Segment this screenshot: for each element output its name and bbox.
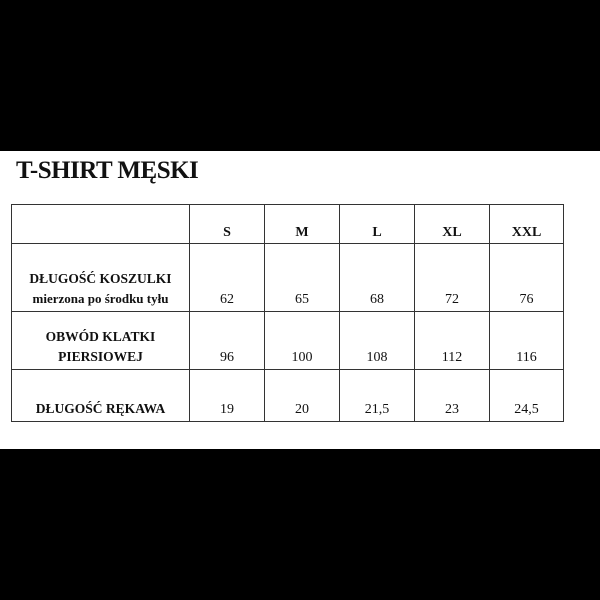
cell: 72 xyxy=(414,243,490,312)
cell: 65 xyxy=(264,243,340,312)
cell: 19 xyxy=(189,369,265,422)
row-label-line1: DŁUGOŚĆ RĘKAWA xyxy=(35,401,166,416)
header-size-xxl: XXL xyxy=(489,204,564,244)
cell: 23 xyxy=(414,369,490,422)
table-row: DŁUGOŚĆ KOSZULKI mierzona po środku tyłu … xyxy=(11,243,564,312)
row-label: OBWÓD KLATKI PIERSIOWEJ xyxy=(11,311,190,370)
header-size-m: M xyxy=(264,204,340,244)
table-row: OBWÓD KLATKI PIERSIOWEJ 96 100 108 112 11… xyxy=(11,311,564,370)
cell: 100 xyxy=(264,311,340,370)
row-label: DŁUGOŚĆ RĘKAWA xyxy=(11,369,190,422)
table-row: DŁUGOŚĆ RĘKAWA 19 20 21,5 23 24,5 xyxy=(11,369,564,422)
page-title: T-SHIRT MĘSKI xyxy=(16,157,199,184)
cell: 108 xyxy=(339,311,415,370)
size-table: S M L XL XXL DŁUGOŚĆ KOSZULKI mierzona po… xyxy=(11,204,564,422)
cell: 21,5 xyxy=(339,369,415,422)
header-size-s: S xyxy=(189,204,265,244)
cell: 112 xyxy=(414,311,490,370)
row-label-line1: DŁUGOŚĆ KOSZULKI xyxy=(29,271,172,286)
table-header-row: S M L XL XXL xyxy=(11,204,564,244)
row-label: DŁUGOŚĆ KOSZULKI mierzona po środku tyłu xyxy=(11,243,190,312)
cell: 62 xyxy=(189,243,265,312)
header-size-xl: XL xyxy=(414,204,490,244)
row-label-line2: PIERSIOWEJ xyxy=(58,349,143,364)
header-empty xyxy=(11,204,190,244)
header-size-l: L xyxy=(339,204,415,244)
row-label-line2: mierzona po środku tyłu xyxy=(32,291,169,306)
cell: 20 xyxy=(264,369,340,422)
cell: 76 xyxy=(489,243,564,312)
row-label-line1: OBWÓD KLATKI xyxy=(45,329,156,344)
size-chart-sheet: T-SHIRT MĘSKI S M L XL XXL DŁUGOŚĆ KOSZU… xyxy=(0,151,600,449)
cell: 96 xyxy=(189,311,265,370)
cell: 68 xyxy=(339,243,415,312)
cell: 24,5 xyxy=(489,369,564,422)
cell: 116 xyxy=(489,311,564,370)
